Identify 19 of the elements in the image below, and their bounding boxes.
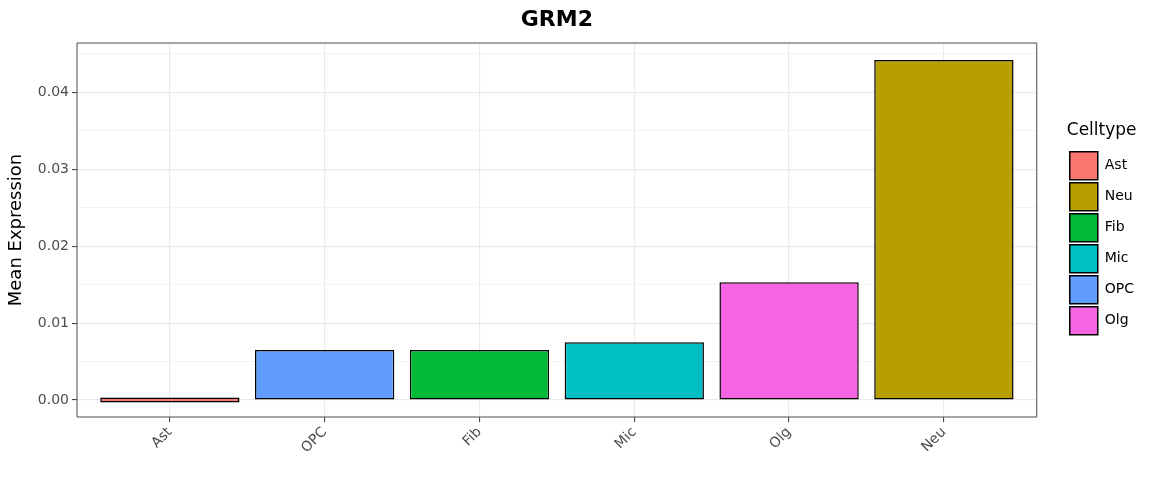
legend-label: Olg: [1104, 311, 1129, 328]
x-tick-label: Neu: [917, 423, 949, 455]
chart-title: GRM2: [520, 5, 593, 31]
legend-label: Fib: [1104, 218, 1125, 235]
legend-label: Mic: [1104, 249, 1129, 266]
y-axis-title: Mean Expression: [4, 153, 26, 307]
legend-label: OPC: [1104, 280, 1135, 297]
y-tick-label: 0.03: [37, 159, 69, 176]
legend-label: Ast: [1104, 156, 1128, 173]
x-tick-label: Olg: [765, 423, 794, 452]
legend-title: Celltype: [1066, 119, 1137, 140]
x-tick-label: Fib: [458, 423, 485, 449]
y-tick-label: 0.00: [37, 390, 69, 407]
y-tick-label: 0.04: [37, 82, 70, 99]
legend-label: Neu: [1104, 187, 1133, 204]
x-tick-label: Mic: [610, 423, 639, 452]
y-tick-label: 0.02: [37, 236, 69, 253]
x-tick-label: Ast: [147, 422, 175, 451]
y-tick-label: 0.01: [37, 313, 69, 330]
